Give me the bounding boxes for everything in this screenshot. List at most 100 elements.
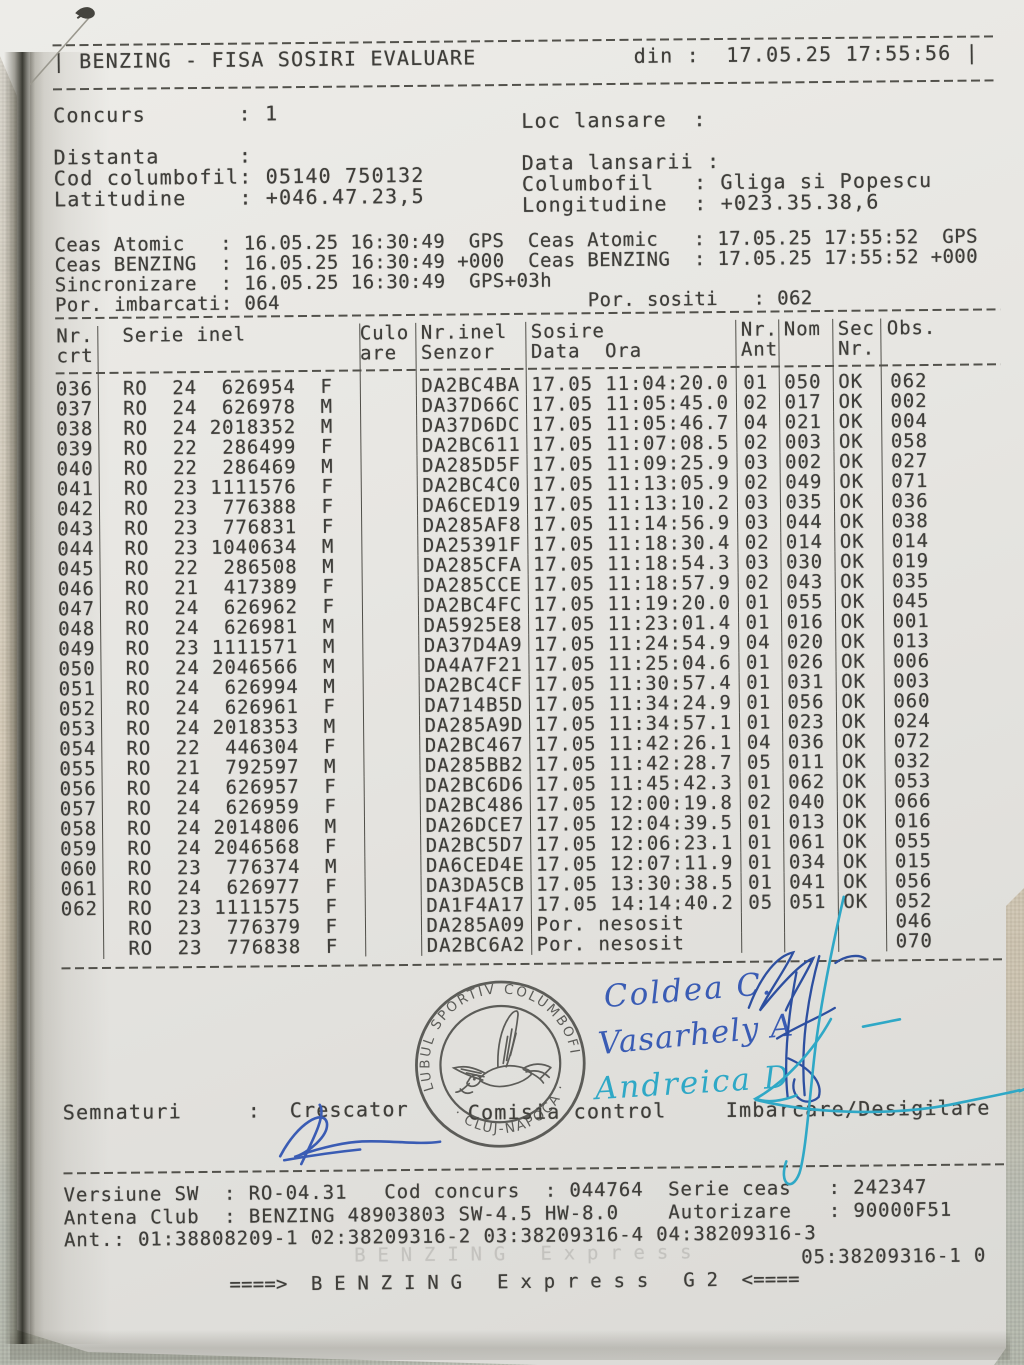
table-cell: 053 bbox=[884, 770, 981, 792]
table-cell bbox=[363, 795, 420, 817]
column-header: Sosire Data Ora bbox=[525, 319, 736, 368]
table-cell: 002 bbox=[779, 451, 834, 473]
table-cell: RO 24 2018353 M bbox=[101, 716, 364, 739]
table-cell bbox=[361, 535, 418, 557]
table-cell: DA5925E8 bbox=[418, 614, 529, 636]
table-cell: 043 bbox=[57, 518, 95, 540]
table-cell: RO 24 626981 M bbox=[100, 616, 363, 639]
table-cell bbox=[783, 911, 839, 933]
table-cell: OK bbox=[836, 711, 885, 732]
table-cell: DA285D5F bbox=[416, 454, 527, 476]
column-header: Serie inel bbox=[97, 323, 360, 372]
table-cell: 03 bbox=[737, 512, 781, 533]
table-cell: RO 24 626959 F bbox=[101, 796, 364, 819]
committee-signature-flourish bbox=[747, 950, 867, 1103]
table-cell: 17.05 11:24:54.9 bbox=[528, 632, 739, 655]
table-cell bbox=[837, 911, 887, 932]
table-cell: RO 24 626961 F bbox=[100, 696, 363, 719]
table-cell: OK bbox=[835, 611, 884, 632]
table-cell: 014 bbox=[882, 530, 979, 552]
table-cell: DA285A09 bbox=[420, 914, 532, 936]
table-cell: 056 bbox=[885, 870, 982, 892]
table-cell: OK bbox=[835, 671, 884, 692]
table-cell: 04 bbox=[739, 732, 783, 753]
benzing-express-footer: ====> B E N Z I N G E x p r e s s G 2 <=… bbox=[229, 1268, 800, 1296]
table-cell: 01 bbox=[738, 692, 783, 713]
table-cell: OK bbox=[832, 391, 882, 412]
table-cell: 035 bbox=[779, 491, 835, 513]
table-cell bbox=[838, 931, 887, 952]
table-cell: RO 22 286469 M bbox=[98, 456, 361, 479]
table-cell: OK bbox=[835, 651, 884, 672]
table-cell: DA2BC4CF bbox=[418, 674, 529, 696]
ghost-print: B E N Z I N G E x p r e s s bbox=[354, 1241, 692, 1267]
table-cell: RO 24 626994 M bbox=[100, 676, 363, 699]
table-cell: 054 bbox=[59, 738, 97, 760]
table-cell: 01 bbox=[738, 652, 782, 673]
table-cell: 030 bbox=[780, 551, 835, 573]
table-cell: 036 bbox=[782, 731, 837, 753]
table-cell: 019 bbox=[882, 550, 979, 572]
table-cell: 040 bbox=[56, 458, 94, 480]
table-cell: DA2BC4FC bbox=[417, 594, 529, 616]
signatures-label: Semnaturi bbox=[62, 1099, 183, 1125]
table-cell: 038 bbox=[882, 510, 979, 532]
table-cell: 020 bbox=[781, 631, 836, 653]
table-cell: 01 bbox=[735, 365, 779, 393]
table-cell bbox=[360, 435, 417, 457]
table-cell: 02 bbox=[737, 532, 781, 553]
table-cell: 016 bbox=[781, 611, 836, 633]
table-cell bbox=[359, 395, 417, 417]
table-cell bbox=[362, 655, 419, 677]
table-cell: 05 bbox=[740, 892, 784, 913]
table-cell: 052 bbox=[885, 890, 982, 912]
table-cell: 043 bbox=[780, 571, 835, 593]
table-cell: 17.05 11:34:24.9 bbox=[528, 692, 739, 715]
table-cell: RO 23 1040634 M bbox=[99, 536, 362, 559]
table-cell bbox=[61, 919, 103, 939]
table-cell: 003 bbox=[779, 431, 834, 453]
table-cell bbox=[363, 755, 420, 777]
embark-unseal-label: Imbarcare/Desigilare bbox=[725, 1095, 991, 1122]
table-cell: DA6CED19 bbox=[416, 494, 528, 516]
table-cell: 050 bbox=[778, 364, 833, 393]
table-cell: RO 24 2014806 M bbox=[101, 816, 365, 839]
table-cell: RO 23 776374 M bbox=[102, 856, 365, 879]
table-cell: 044 bbox=[57, 538, 95, 560]
table-cell: RO 22 286508 M bbox=[99, 556, 362, 579]
handwritten-names: Coldea C. Vasarhely A Andreica D bbox=[591, 966, 795, 1108]
table-cell: 046 bbox=[57, 578, 95, 600]
table-cell bbox=[359, 368, 416, 397]
table-cell: 02 bbox=[736, 432, 780, 453]
table-cell: 024 bbox=[883, 710, 981, 732]
table-cell bbox=[360, 495, 418, 517]
stamp-pigeon-icon bbox=[451, 1010, 552, 1095]
table-cell bbox=[740, 912, 785, 933]
table-cell: 04 bbox=[738, 632, 782, 653]
table-cell: OK bbox=[836, 731, 885, 752]
table-cell bbox=[362, 635, 419, 657]
table-cell: DA285A9D bbox=[418, 714, 530, 736]
table-cell: OK bbox=[837, 871, 886, 892]
table-cell: DA2BC4C0 bbox=[416, 474, 527, 496]
table-cell bbox=[361, 595, 419, 617]
table-cell: OK bbox=[837, 831, 886, 852]
table-cell: OK bbox=[834, 511, 883, 532]
table-cell: 006 bbox=[883, 650, 980, 672]
table-cell: RO 23 1111571 M bbox=[100, 636, 363, 659]
table-cell: RO 24 626962 F bbox=[99, 596, 363, 619]
table-cell: 046 bbox=[885, 910, 983, 932]
table-cell: 01 bbox=[738, 612, 782, 633]
table-cell: 039 bbox=[56, 438, 94, 460]
table-cell: DA37D6DC bbox=[416, 414, 527, 436]
table-cell bbox=[361, 555, 418, 577]
table-cell: 03 bbox=[736, 492, 781, 513]
table-cell: 17.05 11:34:57.1 bbox=[528, 712, 740, 735]
table-cell: 17.05 14:14:40.2 bbox=[530, 892, 741, 915]
table-cell bbox=[360, 455, 417, 477]
table-cell bbox=[362, 715, 420, 737]
table-cell: 055 bbox=[885, 830, 982, 852]
table-cell: 17.05 11:42:26.1 bbox=[529, 732, 740, 755]
table-cell: RO 23 1111575 F bbox=[102, 896, 365, 919]
club-stamp: CLUBUL SPORTIV COLUMBOFIL · CLUJ-NAPOCA … bbox=[390, 956, 586, 1150]
